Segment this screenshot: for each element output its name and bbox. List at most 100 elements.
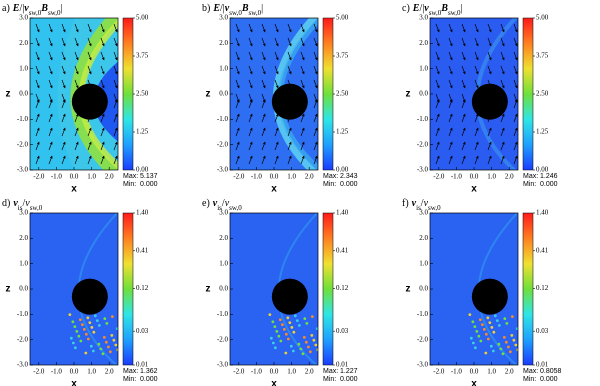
particle-dot xyxy=(105,322,109,325)
colorbar xyxy=(122,212,134,366)
planet xyxy=(471,278,508,315)
particle-dot xyxy=(304,340,308,344)
y-tick-label: -3.0 xyxy=(217,361,229,369)
title-part: B xyxy=(40,3,48,14)
particle-dot xyxy=(69,336,73,340)
field-arrow xyxy=(448,155,453,165)
title-part: is xyxy=(217,204,222,212)
particle-dot xyxy=(106,345,110,349)
field-arrow xyxy=(474,155,479,165)
particle-dot xyxy=(284,332,288,336)
particle-dot xyxy=(280,323,284,326)
title-part: v xyxy=(24,3,29,14)
title-part: v xyxy=(225,198,230,209)
panel-title: c) E/|vsw,0Bsw,0| xyxy=(402,3,463,16)
field-arrow xyxy=(235,65,240,75)
field-arrow xyxy=(448,37,453,47)
panel-title: a) E/|vsw,0Bsw,0| xyxy=(2,3,63,16)
particle-dot xyxy=(286,316,290,320)
y-axis-label: z xyxy=(6,284,11,295)
particle-dot xyxy=(71,341,75,345)
field-arrow xyxy=(313,23,318,33)
field-arrow xyxy=(474,127,479,137)
field-arrow xyxy=(313,65,318,75)
title-part: c) xyxy=(402,3,410,14)
title-part: | xyxy=(261,3,263,14)
field-arrow xyxy=(87,141,92,151)
field-arrow xyxy=(448,23,453,33)
field-map xyxy=(430,18,518,170)
field-arrow xyxy=(74,23,79,33)
x-axis-label: x xyxy=(471,379,477,386)
particle-dot xyxy=(497,324,501,327)
x-tick-label: -2.0 xyxy=(33,173,45,181)
field-arrow xyxy=(313,79,318,89)
field-arrow xyxy=(61,79,66,89)
field-arrow xyxy=(35,37,40,47)
x-tick-label: -1.0 xyxy=(451,173,463,181)
planet xyxy=(271,83,308,120)
y-tick-label: -3.0 xyxy=(417,166,429,174)
field-arrow xyxy=(461,141,466,151)
field-arrow xyxy=(261,79,266,89)
x-tick-label: -1.0 xyxy=(51,368,63,376)
field-arrow xyxy=(261,113,266,123)
x-axis-label: x xyxy=(71,184,77,195)
particle-dot xyxy=(501,352,505,356)
particle-dot xyxy=(490,326,494,329)
title-part: sw,0 xyxy=(48,9,61,17)
field-arrow xyxy=(35,141,40,151)
field-arrow xyxy=(113,79,118,89)
field-arrow xyxy=(300,155,305,165)
field-arrow xyxy=(48,99,53,109)
field-arrow xyxy=(448,99,453,109)
field-arrow xyxy=(274,155,279,165)
particle-dot xyxy=(102,336,106,339)
y-tick-label: 1.0 xyxy=(419,64,428,72)
title-part: v xyxy=(213,198,218,209)
field-arrow xyxy=(100,127,105,137)
particle-dot xyxy=(306,345,310,349)
field-arrow xyxy=(313,155,318,165)
field-arrow xyxy=(274,23,279,33)
stat-value: 1.246 xyxy=(540,173,558,180)
field-arrow xyxy=(287,37,292,47)
title-part: v xyxy=(412,198,417,209)
field-arrow xyxy=(248,37,253,47)
field-arrow xyxy=(500,79,505,89)
field-arrow xyxy=(35,23,40,33)
particle-dot xyxy=(479,339,483,343)
x-tick-label: 2.0 xyxy=(305,173,314,181)
title-part: sw,0 xyxy=(448,9,461,17)
x-tick-label: 1.0 xyxy=(287,173,296,181)
particle-dot xyxy=(290,326,294,329)
colorbar-tick-label: 0.12 xyxy=(136,284,149,292)
field-arrow xyxy=(48,51,53,61)
particle-dot xyxy=(301,352,305,356)
particle-dot xyxy=(504,340,508,344)
field-arrow xyxy=(461,155,466,165)
field-arrow xyxy=(235,99,240,109)
particle-dot xyxy=(312,338,316,342)
field-arrow xyxy=(61,113,66,123)
field-arrow xyxy=(48,65,53,75)
particle-dot xyxy=(97,342,101,346)
planet xyxy=(71,278,108,315)
field-arrow xyxy=(487,141,492,151)
y-tick-label: -2.0 xyxy=(217,335,229,343)
title-part: /| xyxy=(19,3,24,14)
field-arrow xyxy=(100,79,105,89)
x-tick-label: 0.0 xyxy=(270,173,279,181)
field-arrow xyxy=(48,141,53,151)
colorbar-tick-label: 1.40 xyxy=(536,209,549,217)
particle-dot xyxy=(480,323,484,326)
field-arrow xyxy=(61,99,66,109)
x-tick-label: 1.0 xyxy=(87,368,96,376)
field-arrow xyxy=(35,155,40,165)
field-arrow xyxy=(261,127,266,137)
field-arrow xyxy=(113,37,118,47)
field-arrow xyxy=(113,155,118,165)
field-arrow xyxy=(248,113,253,123)
field-arrow xyxy=(74,155,79,165)
field-arrow xyxy=(274,127,279,137)
